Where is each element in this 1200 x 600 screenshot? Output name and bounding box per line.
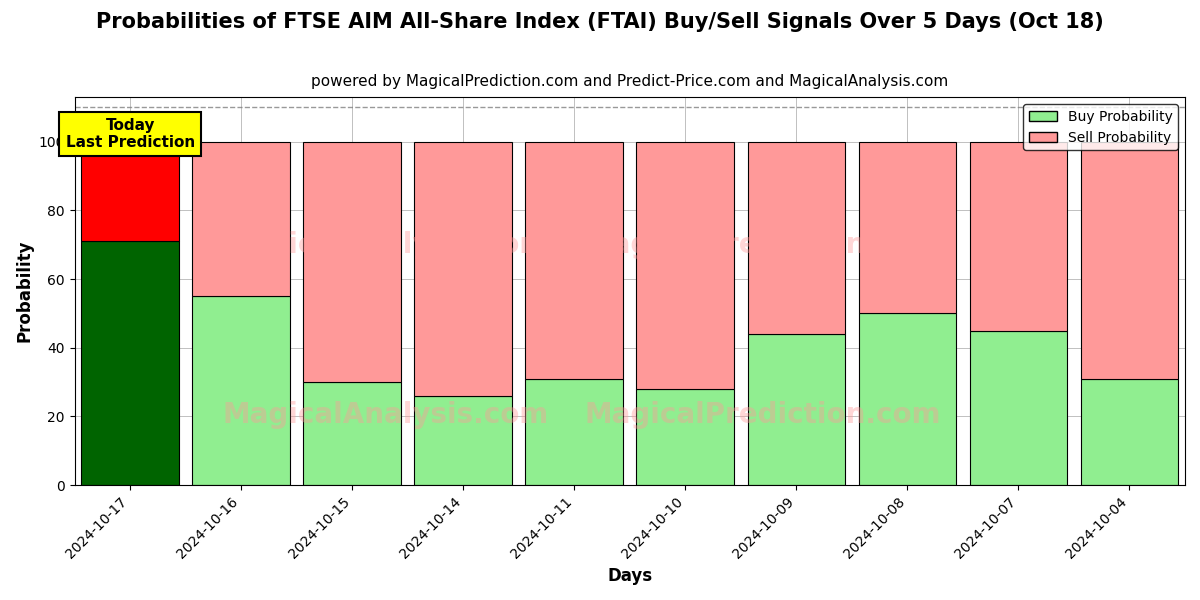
X-axis label: Days: Days	[607, 567, 653, 585]
Bar	[858, 142, 956, 313]
Bar	[970, 331, 1067, 485]
Bar	[304, 382, 401, 485]
Bar	[636, 142, 734, 389]
Bar	[414, 396, 512, 485]
Bar	[858, 313, 956, 485]
Bar	[192, 296, 290, 485]
Legend: Buy Probability, Sell Probability: Buy Probability, Sell Probability	[1024, 104, 1178, 150]
Bar	[304, 142, 401, 382]
Bar	[748, 334, 845, 485]
Y-axis label: Probability: Probability	[16, 240, 34, 343]
Text: MagicalAnalysis.com: MagicalAnalysis.com	[222, 230, 548, 259]
Bar	[192, 142, 290, 296]
Bar	[1081, 142, 1178, 379]
Bar	[414, 142, 512, 396]
Title: powered by MagicalPrediction.com and Predict-Price.com and MagicalAnalysis.com: powered by MagicalPrediction.com and Pre…	[311, 74, 948, 89]
Bar	[970, 142, 1067, 331]
Bar	[82, 142, 179, 241]
Text: MagicalAnalysis.com: MagicalAnalysis.com	[222, 401, 548, 430]
Text: Today
Last Prediction: Today Last Prediction	[66, 118, 194, 150]
Bar	[526, 142, 623, 379]
Bar	[1081, 379, 1178, 485]
Bar	[82, 241, 179, 485]
Text: Probabilities of FTSE AIM All-Share Index (FTAI) Buy/Sell Signals Over 5 Days (O: Probabilities of FTSE AIM All-Share Inde…	[96, 12, 1104, 32]
Bar	[526, 379, 623, 485]
Text: MagicalPrediction.com: MagicalPrediction.com	[584, 230, 941, 259]
Bar	[636, 389, 734, 485]
Text: MagicalPrediction.com: MagicalPrediction.com	[584, 401, 941, 430]
Bar	[748, 142, 845, 334]
